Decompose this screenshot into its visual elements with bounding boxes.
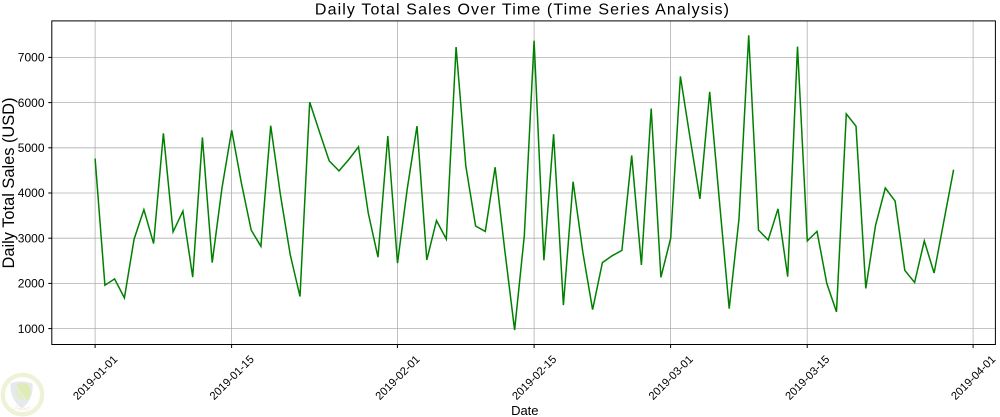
svg-text:1000: 1000: [18, 322, 45, 336]
svg-text:Date: Date: [511, 403, 538, 417]
svg-text:5000: 5000: [18, 141, 45, 155]
svg-text:خمسات: خمسات: [10, 405, 30, 412]
svg-text:6000: 6000: [18, 96, 45, 110]
svg-text:Daily Total Sales Over Time (T: Daily Total Sales Over Time (Time Series…: [315, 2, 730, 19]
svg-text:Daily Total Sales (USD): Daily Total Sales (USD): [0, 98, 18, 269]
svg-text:2000: 2000: [18, 277, 45, 291]
svg-text:3000: 3000: [18, 231, 45, 245]
svg-text:4000: 4000: [18, 186, 45, 200]
svg-text:7000: 7000: [18, 51, 45, 65]
